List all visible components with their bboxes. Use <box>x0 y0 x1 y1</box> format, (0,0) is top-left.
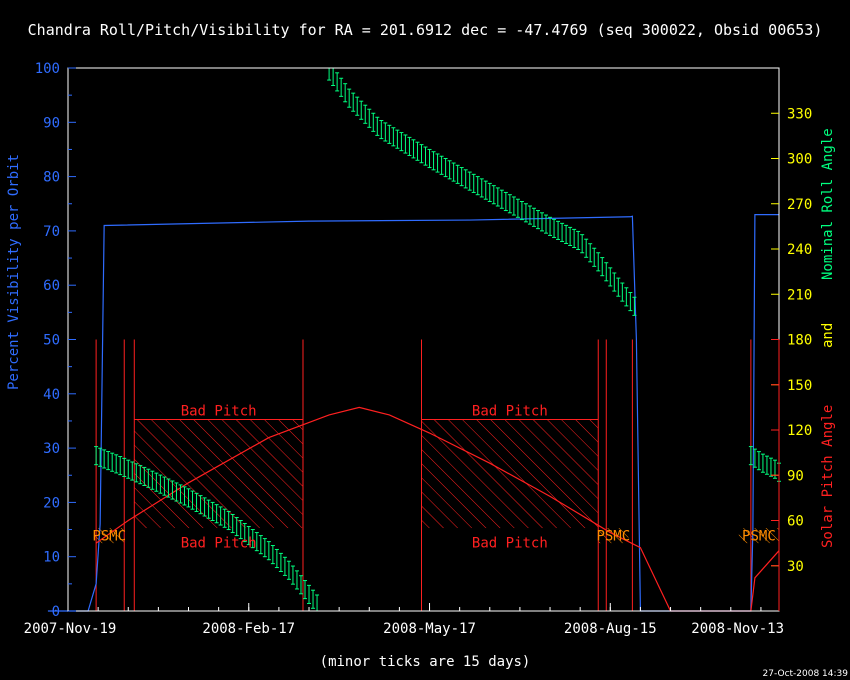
annotation-labels: Bad Pitch Bad Pitch Bad Pitch Bad Pitch PSMC… <box>92 403 775 551</box>
psmc-region <box>598 528 629 544</box>
roll-axis-tick-label: 270 <box>787 197 812 213</box>
roll-axis-tick-label: 150 <box>787 378 812 394</box>
x-axis-tick-label: 2008-Aug-15 <box>564 621 657 637</box>
left-axis-tick-label: 60 <box>43 278 60 294</box>
x-axis: 2007-Nov-19 2008-Feb-17 2008-May-17 2008-Au… <box>24 603 784 637</box>
roll-axis-tick-label: 210 <box>787 287 812 303</box>
timestamp-label: 27-Oct-2008 14:39 <box>763 669 849 679</box>
left-axis-tick-label: 40 <box>43 387 60 403</box>
bad-pitch-region <box>134 419 303 529</box>
psmc-label: PSMC <box>742 529 776 545</box>
roll-axis-tick-label: 120 <box>787 423 812 439</box>
left-axis-tick-label: 80 <box>43 170 60 186</box>
x-axis-tick-label: 2007-Nov-19 <box>24 621 117 637</box>
left-axis-tick-label: 10 <box>43 550 60 566</box>
left-axis-tick-label: 0 <box>52 604 60 620</box>
left-axis: 0 10 20 30 40 50 60 70 80 90 100 <box>35 61 76 620</box>
right-roll-axis: 30 60 90 120 150 180 210 240 270 300 330 <box>771 106 812 575</box>
bad-pitch-label: Bad Pitch <box>472 403 548 419</box>
pitch-bad-regions <box>94 418 779 544</box>
roll-axis-tick-label: 240 <box>787 242 812 258</box>
roll-axis-tick-label: 180 <box>787 333 812 349</box>
left-axis-tick-label: 30 <box>43 441 60 457</box>
x-axis-tick-label: 2008-May-17 <box>383 621 476 637</box>
pitch-axis-label: Solar Pitch Angle <box>820 405 836 548</box>
left-axis-tick-label: 90 <box>43 115 60 131</box>
pitch-vertical-lines <box>95 339 780 611</box>
roll-axis-tick-label: 300 <box>787 152 812 168</box>
left-axis-tick-label: 100 <box>35 61 60 77</box>
roll-axis-tick-label: 30 <box>787 559 804 575</box>
x-axis-tick-label: 2008-Nov-13 <box>691 621 784 637</box>
bad-pitch-label: Bad Pitch <box>472 536 548 552</box>
left-axis-label: Percent Visibility per Orbit <box>6 154 22 390</box>
right-pitch-axis <box>771 339 780 611</box>
plot-frame <box>67 67 780 612</box>
visibility-line <box>47 214 779 612</box>
chart-title: Chandra Roll/Pitch/Visibility for RA = 2… <box>28 21 823 39</box>
roll-axis-tick-label: 330 <box>787 106 812 122</box>
x-axis-tick-label: 2008-Feb-17 <box>202 621 295 637</box>
roll-axis-tick-label: 60 <box>787 514 804 530</box>
bad-pitch-label: Bad Pitch <box>181 536 257 552</box>
x-axis-label: (minor ticks are 15 days) <box>320 654 531 670</box>
roll-axis-tick-label: 90 <box>787 468 804 484</box>
roll-axis-label: Nominal Roll Angle <box>820 128 836 280</box>
left-axis-tick-label: 20 <box>43 495 60 511</box>
psmc-region <box>738 528 779 544</box>
pitch-axis-conjunction: and <box>820 323 836 348</box>
bad-pitch-label: Bad Pitch <box>181 403 257 419</box>
psmc-label: PSMC <box>596 529 630 545</box>
psmc-label: PSMC <box>92 529 126 545</box>
left-axis-tick-label: 50 <box>43 333 60 349</box>
series-group <box>47 67 781 612</box>
left-axis-tick-label: 70 <box>43 224 60 240</box>
